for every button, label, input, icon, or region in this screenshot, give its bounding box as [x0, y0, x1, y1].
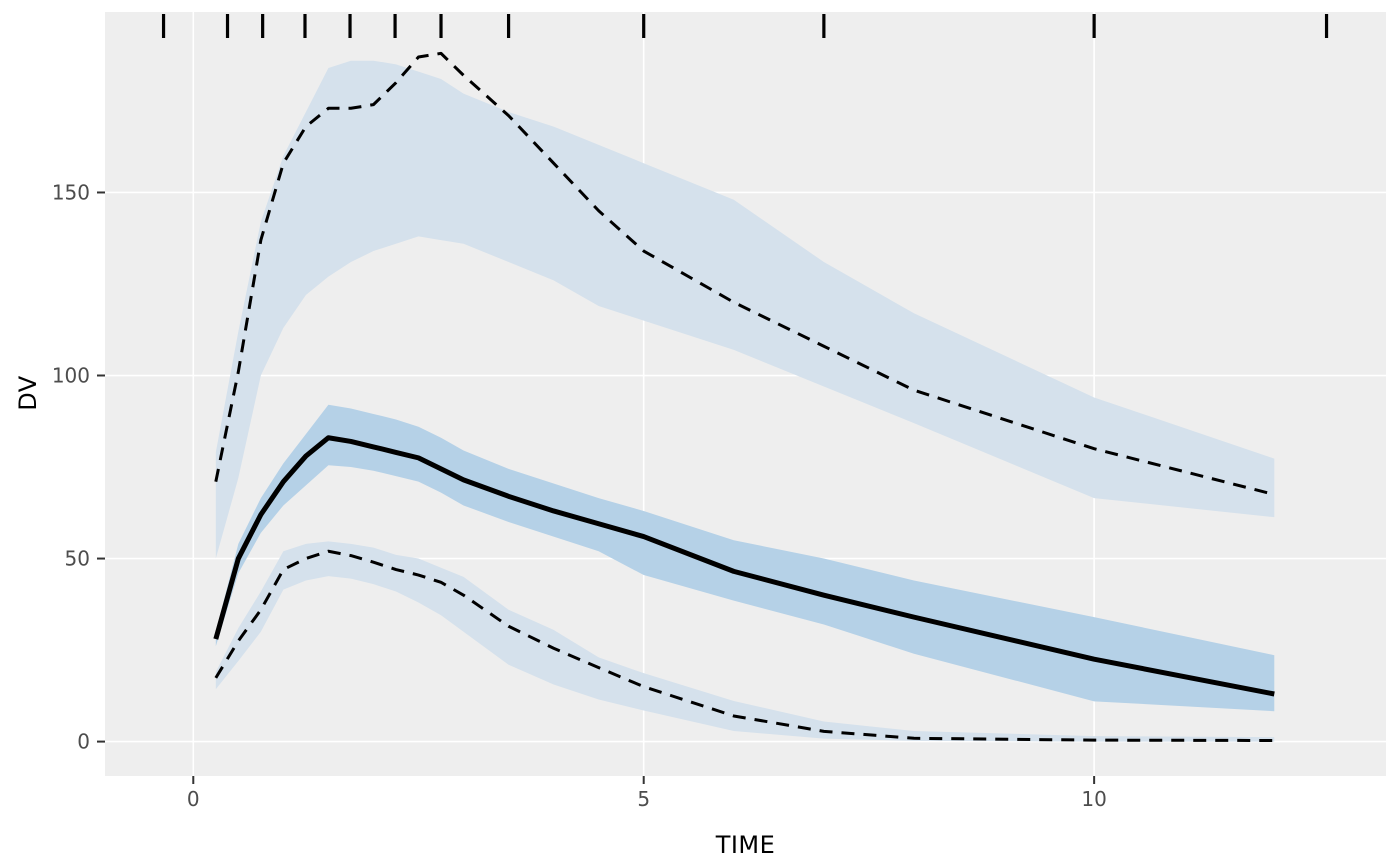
y-tick-label: 50	[65, 547, 90, 571]
y-axis-title: DV	[14, 375, 42, 411]
y-tick-label: 100	[52, 364, 90, 388]
line-p5_line	[214, 549, 1275, 742]
ribbon-p5_interval_band	[215, 541, 1275, 742]
x-tick-label: 5	[637, 787, 650, 811]
y-tick-label: 0	[77, 730, 90, 754]
x-tick-label: 0	[187, 787, 200, 811]
line-median_line	[213, 435, 1275, 697]
line-p95_line	[214, 51, 1275, 496]
y-tick-label: 150	[52, 180, 90, 204]
ribbon-p95_interval_band	[215, 60, 1275, 559]
x-axis-title: TIME	[715, 831, 776, 859]
ribbon-median_interval_band	[215, 404, 1275, 712]
x-tick-label: 10	[1081, 787, 1106, 811]
